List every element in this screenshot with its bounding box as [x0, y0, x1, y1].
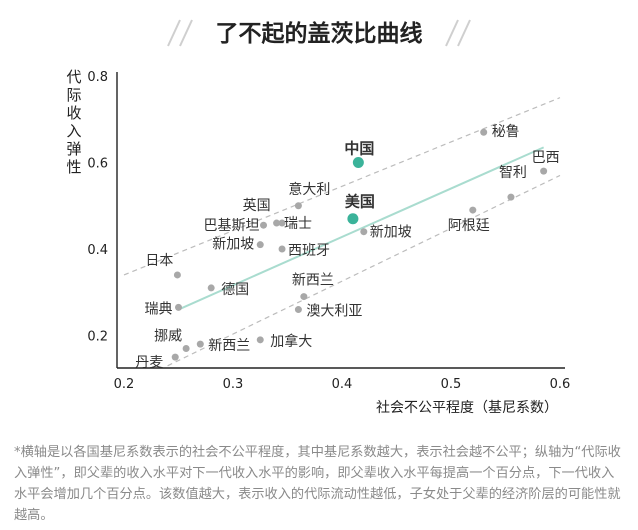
- data-point: [173, 271, 181, 279]
- footnote: *横轴是以各国基尼系数表示的社会不公平程度，其中基尼系数越大，表示社会越不公平；…: [14, 445, 621, 523]
- data-point-label: 日本: [145, 253, 173, 269]
- data-point-label: 加拿大: [270, 333, 312, 350]
- data-point-label: 阿根廷: [448, 218, 490, 234]
- chart: 了不起的盖茨比曲线 0.2 0.3 0.4 0.5 0.6 0.2 0.4 0.6 0.8 丹麦…: [66, 19, 570, 416]
- data-point-label: 新西兰: [292, 273, 334, 289]
- lower-band-line: [167, 174, 561, 367]
- confidence-bands: [123, 97, 561, 367]
- data-point: [347, 213, 359, 225]
- data-point: [256, 241, 264, 249]
- data-point-label: 美国: [345, 193, 375, 211]
- x-tick-label: 0.6: [550, 377, 571, 392]
- data-point: [360, 228, 368, 236]
- data-point: [294, 202, 302, 210]
- data-point: [352, 157, 364, 168]
- data-point: [260, 221, 268, 229]
- data-point-label: 丹麦: [135, 355, 163, 371]
- x-tick-label: 0.5: [441, 377, 462, 392]
- data-point: [480, 128, 488, 136]
- title-slash-right-1: [445, 19, 459, 47]
- data-point: [469, 206, 477, 214]
- data-points: [171, 128, 548, 361]
- title-slash-left-1: [167, 19, 181, 47]
- title-decoration: [167, 19, 471, 47]
- data-point: [273, 219, 281, 227]
- data-point-label: 秘鲁: [492, 124, 520, 140]
- data-point: [171, 353, 179, 361]
- data-point-label: 挪威: [154, 328, 182, 344]
- data-point-label: 瑞典: [145, 301, 173, 317]
- data-point-label: 德国: [221, 282, 249, 298]
- data-point: [540, 167, 548, 175]
- data-point: [182, 344, 190, 352]
- y-tick-label: 0.8: [87, 70, 108, 85]
- y-tick-label: 0.4: [87, 243, 108, 258]
- y-axis-label: 代际收入弹性: [66, 68, 81, 176]
- data-point-label: 意大利: [288, 181, 330, 198]
- x-axis-label: 社会不公平程度（基尼系数）: [376, 399, 558, 416]
- data-point: [207, 284, 215, 292]
- data-point-label: 瑞士: [284, 216, 312, 232]
- data-point-label: 澳大利亚: [306, 304, 362, 320]
- data-point: [196, 340, 204, 348]
- title-slash-left-2: [179, 19, 193, 47]
- data-point-label: 英国: [243, 197, 271, 214]
- data-point: [294, 306, 302, 314]
- data-point-label: 西班牙: [288, 243, 330, 259]
- data-point: [175, 303, 182, 311]
- title-slash-right-2: [457, 19, 471, 47]
- data-point-label: 中国: [344, 140, 374, 158]
- chart-title: 了不起的盖茨比曲线: [216, 20, 423, 47]
- data-point: [300, 293, 308, 301]
- trend-line: [178, 146, 545, 311]
- data-point: [278, 219, 286, 227]
- axes: 0.2 0.3 0.4 0.5 0.6 0.2 0.4 0.6 0.8: [87, 70, 570, 392]
- y-tick-label: 0.2: [87, 330, 108, 345]
- data-point-label: 智利: [499, 165, 527, 181]
- data-point: [256, 336, 264, 344]
- data-point: [278, 245, 286, 253]
- x-tick-label: 0.4: [332, 377, 353, 392]
- trend-line-segment: [178, 146, 545, 311]
- x-tick-label: 0.2: [114, 377, 135, 392]
- data-point-label: 新西兰: [208, 338, 250, 354]
- data-point-label: 新加坡: [370, 225, 412, 241]
- upper-band-line: [123, 97, 561, 276]
- x-tick-label: 0.3: [223, 377, 244, 392]
- data-point-label: 新加坡: [212, 237, 254, 253]
- data-point-label: 巴基斯坦: [204, 217, 260, 234]
- y-tick-label: 0.6: [87, 157, 108, 172]
- data-point-label: 巴西: [532, 150, 560, 166]
- data-point: [507, 193, 515, 201]
